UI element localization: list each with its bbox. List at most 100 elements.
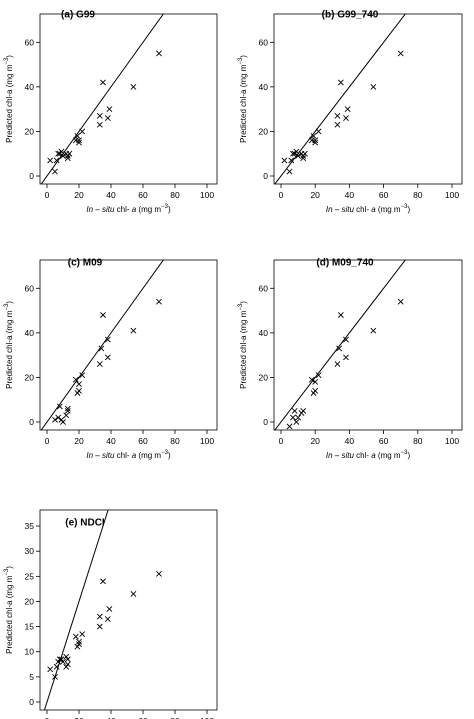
plot-frame	[39, 13, 218, 185]
data-point	[52, 168, 58, 175]
y-tick-label: 40	[25, 328, 35, 338]
one-to-one-line	[274, 14, 406, 184]
data-point	[60, 658, 66, 665]
x-axis-label: In – situ chl- a (mg m−3)	[326, 204, 411, 214]
y-tick-label: 0	[29, 171, 34, 181]
data-point	[64, 155, 71, 162]
data-point	[397, 50, 404, 57]
x-tick-label: 0	[279, 190, 284, 200]
data-point	[290, 150, 296, 157]
data-point	[60, 153, 66, 159]
y-tick-label: 20	[25, 126, 35, 136]
plot-frame	[273, 259, 463, 431]
x-axis-label-part: )	[407, 205, 410, 214]
x-tick-label: 20	[74, 716, 84, 719]
data-point	[156, 570, 162, 577]
data-point	[106, 106, 113, 113]
data-point	[58, 656, 65, 663]
data-point	[300, 155, 307, 162]
y-axis-label-part: )	[5, 566, 14, 569]
x-axis-label: In – situ chl- a (mg m−3)	[326, 450, 411, 460]
x-tick-label: 80	[413, 436, 423, 446]
chart-title: (c) M09	[68, 257, 103, 268]
data-point	[293, 148, 300, 155]
x-tick-label: 0	[279, 436, 284, 446]
x-axis-label-part: (mg m	[136, 205, 161, 214]
data-point	[72, 633, 79, 640]
x-axis-label-part: )	[168, 451, 171, 460]
y-tick-label: 60	[259, 37, 269, 47]
x-tick-label: 40	[345, 436, 355, 446]
data-point	[370, 327, 377, 334]
y-axis-label-part: −3	[4, 57, 10, 65]
data-point	[63, 653, 70, 660]
x-axis-label-part: a	[132, 451, 137, 460]
y-axis-label-part: −3	[238, 303, 244, 311]
data-point	[96, 613, 103, 620]
data-point	[130, 327, 137, 334]
plot-frame	[39, 259, 218, 431]
data-point	[310, 132, 317, 139]
data-point	[315, 372, 322, 379]
data-point	[55, 150, 62, 157]
data-point	[100, 79, 106, 86]
data-point	[76, 137, 82, 144]
data-point	[76, 638, 82, 645]
one-to-one-line	[40, 14, 164, 184]
y-axis-label-part: Predicted chl-a (mg m	[5, 575, 14, 654]
x-tick-label: 100	[200, 716, 214, 719]
data-point	[55, 658, 62, 665]
data-point	[55, 414, 62, 421]
data-point	[312, 137, 319, 144]
data-point	[52, 416, 58, 423]
x-tick-label: 40	[106, 436, 116, 446]
data-point	[300, 407, 307, 414]
x-tick-label: 0	[45, 716, 50, 719]
data-point	[74, 132, 81, 139]
x-tick-label: 80	[170, 716, 180, 719]
data-point	[343, 354, 349, 361]
x-tick-label: 20	[310, 190, 320, 200]
one-to-one-line	[43, 510, 109, 710]
data-point	[308, 376, 315, 383]
y-axis-label-part: )	[239, 55, 248, 58]
data-point	[281, 157, 288, 164]
data-point	[52, 673, 58, 680]
y-tick-label: 20	[25, 596, 35, 606]
y-tick-label: 40	[25, 82, 35, 92]
y-tick-label: 35	[25, 521, 35, 531]
x-axis-label-part: −3	[401, 204, 409, 210]
x-tick-label: 60	[138, 436, 148, 446]
y-tick-label: 15	[25, 622, 35, 632]
data-point	[53, 663, 60, 670]
x-tick-label: 80	[170, 190, 180, 200]
y-tick-label: 0	[29, 697, 34, 707]
x-tick-label: 80	[170, 436, 180, 446]
y-axis-label-part: Predicted chl-a (mg m	[5, 64, 14, 143]
data-point	[104, 354, 111, 361]
y-axis-label-part: Predicted chl-a (mg m	[5, 310, 14, 389]
data-point	[60, 419, 66, 425]
data-point	[286, 423, 293, 430]
data-point	[76, 387, 82, 394]
data-point	[334, 361, 341, 367]
data-point	[47, 666, 54, 673]
x-tick-label: 0	[45, 190, 50, 200]
data-point	[337, 312, 344, 318]
y-axis-label-part: −3	[4, 303, 10, 311]
data-point	[96, 121, 103, 128]
y-axis-label: Predicted chl-a (mg m−3)	[4, 55, 14, 143]
data-point	[288, 157, 295, 164]
x-axis-label-part: a	[132, 205, 137, 214]
data-point	[76, 139, 82, 146]
y-axis-label-part: −3	[238, 57, 244, 65]
x-tick-label: 60	[379, 190, 389, 200]
y-tick-label: 60	[259, 283, 269, 293]
x-tick-label: 20	[74, 190, 84, 200]
data-point	[63, 663, 70, 670]
data-point	[96, 112, 103, 119]
data-point	[130, 591, 137, 597]
data-point	[47, 157, 54, 164]
data-point	[64, 407, 71, 414]
